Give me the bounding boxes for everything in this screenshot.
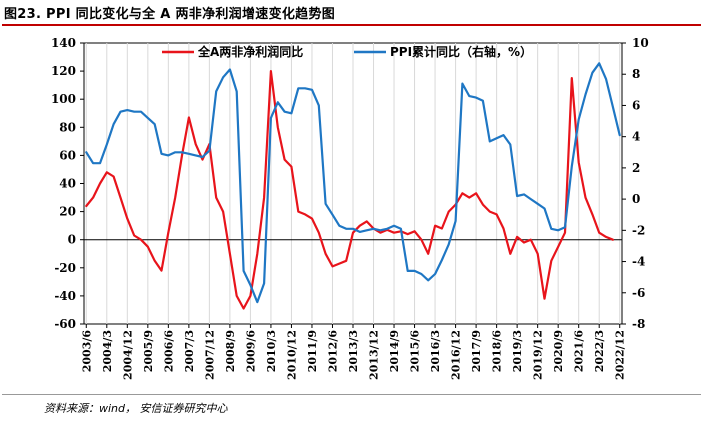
x-tick-label-8: 2009/6	[244, 330, 257, 373]
y-left-tick-label-10: 140	[51, 36, 76, 50]
x-tick-label-2: 2004/12	[121, 330, 134, 380]
x-tick-label-15: 2014/9	[388, 330, 401, 372]
x-tick-label-10: 2010/12	[285, 330, 298, 380]
x-tick-label-22: 2019/12	[532, 330, 545, 380]
x-tick-label-9: 2010/3	[265, 330, 278, 372]
x-tick-label-21: 2019/3	[511, 330, 524, 372]
footer-rule	[2, 394, 701, 395]
x-tick-label-18: 2016/12	[450, 330, 463, 380]
x-tick-label-12: 2012/6	[326, 330, 339, 373]
x-tick-label-20: 2018/6	[491, 330, 504, 373]
legend-label-0: 全A两非净利润同比	[197, 44, 303, 59]
x-tick-label-23: 2020/9	[552, 330, 565, 372]
y-left-tick-label-1: -40	[54, 289, 76, 303]
x-tick-label-6: 2007/12	[203, 330, 216, 380]
y-right-tick-label-0: -8	[632, 317, 645, 331]
series-line-0	[85, 69, 615, 310]
series-line-1	[85, 62, 621, 304]
x-tick-label-14: 2013/12	[368, 330, 381, 380]
y-right-tick-label-1: -6	[632, 286, 645, 300]
y-right-tick-label-7: 6	[632, 98, 640, 112]
y-left-tick-label-7: 80	[59, 120, 76, 134]
y-right-tick-label-3: -2	[632, 223, 645, 237]
x-tick-label-5: 2007/3	[183, 330, 196, 372]
y-left-tick-label-0: -60	[54, 317, 76, 331]
chart-grid	[85, 43, 621, 324]
x-tick-label-26: 2022/12	[614, 330, 627, 380]
x-tick-label-24: 2021/6	[573, 330, 586, 373]
x-tick-label-16: 2015/6	[409, 330, 422, 373]
y-left-tick-label-6: 60	[59, 148, 76, 162]
y-right-tick-label-4: 0	[632, 192, 640, 206]
y-right-tick-label-6: 4	[632, 130, 640, 144]
y-left-tick-label-2: -20	[54, 261, 76, 275]
legend-label-1: PPI累计同比（右轴，%）	[390, 44, 532, 59]
x-tick-label-1: 2004/3	[101, 330, 114, 372]
source-note: 资料来源：wind， 安信证券研究中心	[44, 402, 228, 415]
x-tick-label-17: 2016/3	[429, 330, 442, 372]
y-right-tick-label-2: -4	[632, 255, 645, 269]
y-left-tick-label-8: 100	[51, 92, 76, 106]
figure-title: 图23. PPI 同比变化与全 A 两非净利润增速变化趋势图	[4, 7, 336, 22]
chart-axes: 2003/6 2004/3 2004/12 2005/9 2006/6 2007/3 200…	[51, 36, 649, 380]
x-tick-label-13: 2013/3	[347, 330, 360, 372]
x-tick-label-3: 2005/9	[142, 330, 155, 372]
y-left-tick-label-5: 40	[59, 177, 76, 191]
x-tick-label-4: 2006/6	[162, 330, 175, 373]
y-right-tick-label-9: 10	[632, 36, 649, 50]
x-tick-label-0: 2003/6	[80, 330, 93, 373]
y-left-tick-label-4: 20	[59, 205, 76, 219]
line-chart: 2003/6 2004/3 2004/12 2005/9 2006/6 2007/3 200…	[51, 36, 649, 380]
y-right-tick-label-8: 8	[632, 67, 640, 81]
x-tick-label-11: 2011/9	[306, 330, 319, 372]
x-tick-label-25: 2022/3	[593, 330, 606, 372]
y-right-tick-label-5: 2	[632, 161, 640, 175]
title-rule	[2, 24, 701, 26]
y-left-tick-label-9: 120	[51, 64, 76, 78]
chart-series	[85, 62, 621, 310]
x-tick-label-7: 2008/9	[224, 330, 237, 372]
y-left-tick-label-3: 0	[68, 233, 76, 247]
chart-legend: 全A两非净利润同比 PPI累计同比（右轴，%）	[162, 44, 532, 59]
x-tick-label-19: 2017/9	[470, 330, 483, 372]
